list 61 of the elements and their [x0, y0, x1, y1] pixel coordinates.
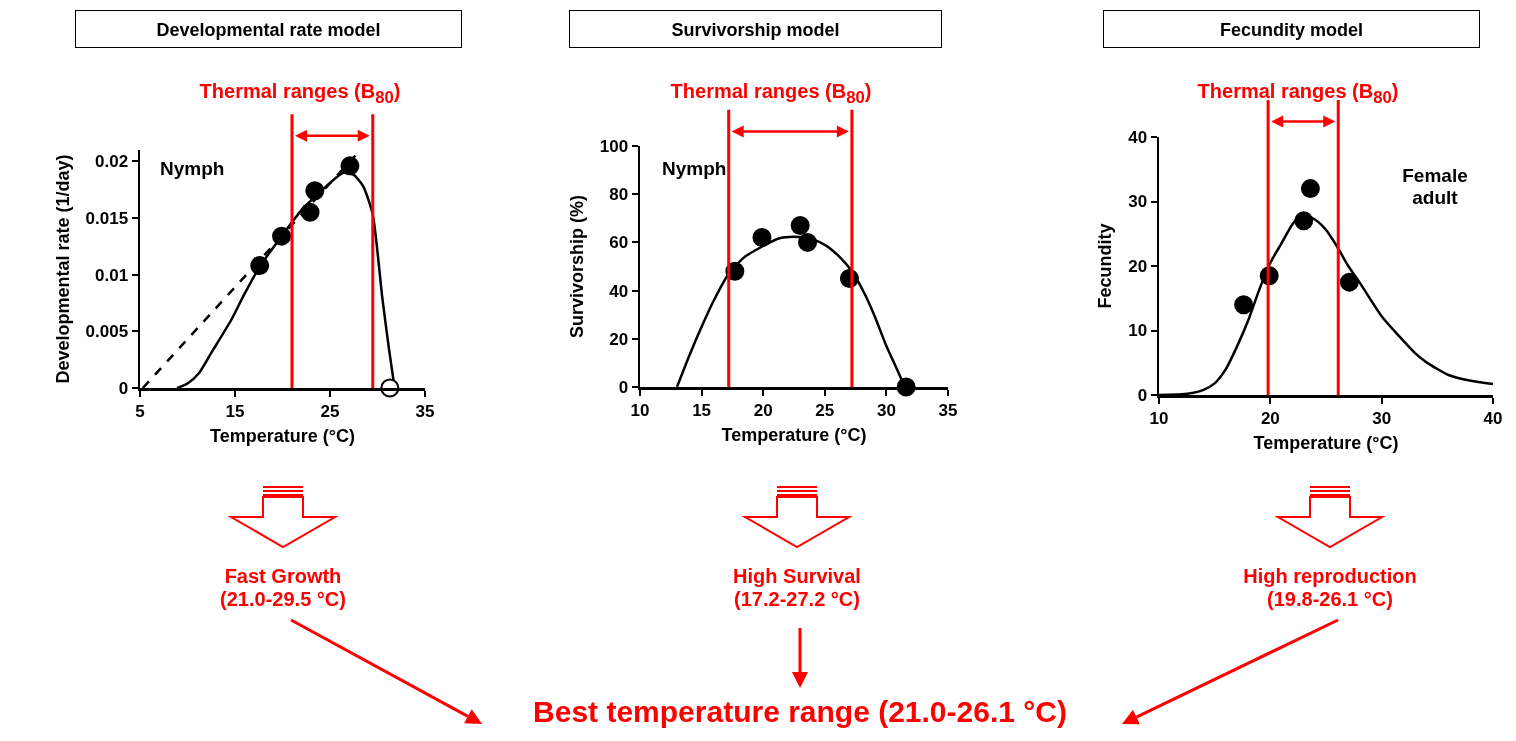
x-tick-label: 40 [1483, 408, 1503, 428]
point [1300, 179, 1320, 199]
y-axis-title: Developmental rate (1/day) [52, 154, 73, 384]
point [798, 232, 818, 252]
x-tick-label: 10 [1149, 408, 1169, 428]
y-tick-label: 0.005 [85, 322, 129, 342]
y-tick-label: 20 [609, 329, 629, 349]
x-tick-label: 35 [938, 400, 958, 420]
x-tick-label: 15 [692, 400, 712, 420]
y-tick-label: 0 [1137, 385, 1148, 405]
y-tick-label: 100 [599, 136, 629, 156]
x-tick-label: 25 [815, 400, 835, 420]
chart-subtitle: Thermal ranges (B$_{80}$) [1197, 80, 1399, 108]
chart-title: Survivorship model [569, 10, 942, 48]
y-axis-title: Survivorship (%) [566, 194, 587, 339]
point [1234, 295, 1254, 315]
x-tick-label: 20 [753, 400, 773, 420]
y-tick-label: 80 [609, 185, 629, 205]
x-tick-label: 35 [415, 401, 435, 421]
y-tick-label: 0 [618, 377, 629, 397]
point [300, 202, 320, 222]
x-tick-label: 5 [135, 401, 145, 421]
point [1339, 272, 1359, 292]
point [272, 226, 292, 246]
text: High Survival (17.2-27.2 °C) [733, 565, 861, 611]
point [752, 228, 772, 248]
text: Fast Growth (21.0-29.5 °C) [220, 565, 346, 611]
x-tick-label: 30 [1372, 408, 1392, 428]
x-tick-label: 10 [630, 400, 650, 420]
point [790, 216, 810, 236]
point [340, 156, 360, 176]
annotation: Nymph [160, 158, 225, 180]
x-tick-label: 25 [320, 401, 340, 421]
x-axis-title: Temperature (°C) [1253, 433, 1399, 454]
chart-subtitle: Thermal ranges (B$_{80}$) [199, 80, 401, 108]
y-tick-label: 0.015 [85, 208, 129, 228]
x-axis-title: Temperature (°C) [721, 425, 867, 446]
point [305, 181, 325, 201]
chart-title: Fecundity model [1103, 10, 1480, 48]
point [1294, 211, 1314, 231]
x-tick-label: 20 [1260, 408, 1280, 428]
y-axis-title: Fecundity [1095, 223, 1116, 309]
y-tick-label: 0.01 [95, 265, 129, 285]
y-tick-label: 0 [118, 378, 129, 398]
x-tick-label: 15 [225, 401, 245, 421]
y-tick-label: 40 [1128, 127, 1148, 147]
text: High reproduction (19.8-26.1 °C) [1243, 565, 1417, 611]
x-axis-title: Temperature (°C) [210, 426, 355, 447]
chart-subtitle: Thermal ranges (B$_{80}$) [670, 80, 872, 108]
y-tick-label: 30 [1128, 192, 1148, 212]
y-tick-label: 60 [609, 233, 629, 253]
point [250, 256, 270, 276]
y-tick-label: 0.02 [95, 152, 129, 172]
y-tick-label: 10 [1128, 321, 1148, 341]
x-tick-label: 30 [876, 400, 896, 420]
y-tick-label: 40 [609, 281, 629, 301]
y-tick-label: 20 [1128, 256, 1148, 276]
annotation: Nymph [662, 158, 727, 180]
chart-title: Developmental rate model [75, 10, 462, 48]
text: Best temperature range (21.0-26.1 °C) [533, 695, 1067, 730]
annotation: Female adult [1402, 165, 1468, 209]
